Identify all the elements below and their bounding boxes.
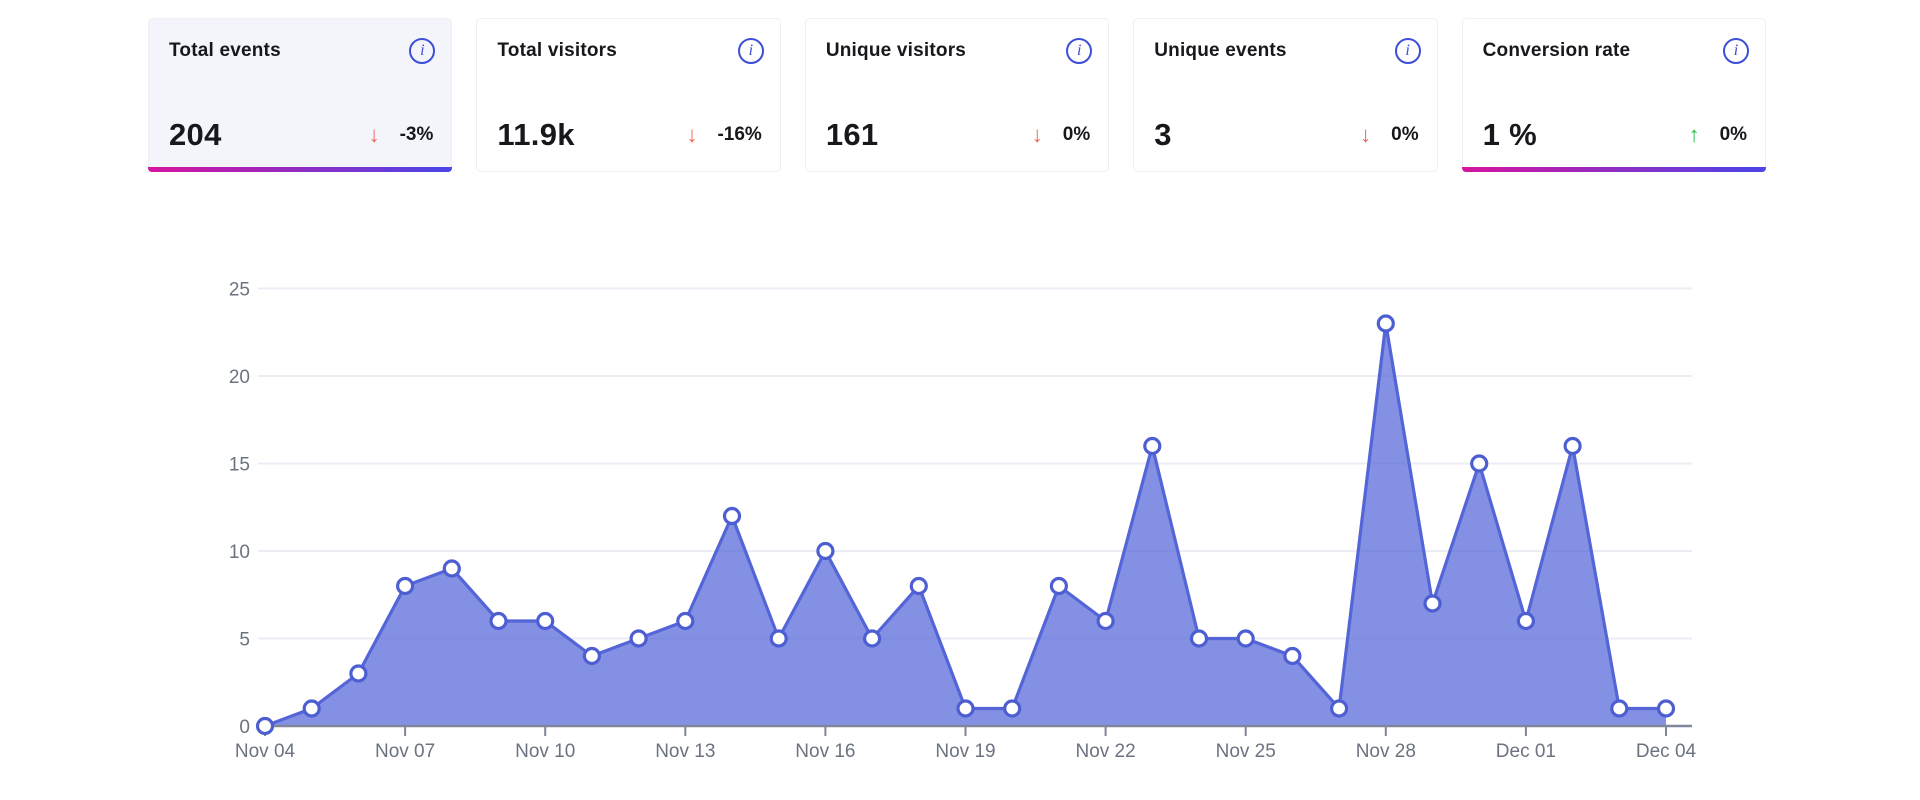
- stat-card-title: Conversion rate: [1482, 40, 1631, 61]
- x-axis-tick-label: Nov 16: [795, 741, 855, 762]
- chart-point[interactable]: [1470, 454, 1489, 473]
- chart-point[interactable]: [1376, 314, 1395, 333]
- chart-point[interactable]: [909, 576, 928, 596]
- info-icon[interactable]: i: [1394, 38, 1421, 64]
- info-icon[interactable]: i: [737, 38, 764, 64]
- stat-card-total-visitors[interactable]: Total visitors i 11.9k ↓ -16%: [476, 18, 781, 172]
- stat-card-title: Total events: [169, 40, 281, 61]
- stat-card-value: 161: [825, 117, 879, 152]
- chart-point[interactable]: [1329, 699, 1349, 718]
- stat-card-unique-visitors[interactable]: Unique visitors i 161 ↓ 0%: [804, 18, 1110, 172]
- chart-point[interactable]: [1283, 646, 1302, 666]
- y-axis-tick-label: 25: [229, 280, 250, 301]
- trend-up-icon: ↑: [1688, 122, 1700, 147]
- stat-card-value: 204: [169, 117, 222, 152]
- chart-point[interactable]: [1003, 699, 1022, 718]
- chart-point[interactable]: [956, 699, 975, 718]
- trend-down-icon: ↓: [1360, 122, 1372, 147]
- y-axis-tick-label: 20: [229, 367, 250, 388]
- chart-point[interactable]: [676, 611, 695, 631]
- stat-card-total-events[interactable]: Total events i 204 ↓ -3%: [148, 18, 453, 172]
- x-axis-tick-label: Nov 22: [1075, 741, 1135, 762]
- stat-card-unique-events[interactable]: Unique events i 3 ↓ 0%: [1133, 18, 1438, 172]
- x-axis-tick-label: Nov 04: [235, 741, 296, 762]
- chart-point[interactable]: [1610, 699, 1629, 718]
- chart-point[interactable]: [1143, 436, 1162, 456]
- chart-point[interactable]: [722, 506, 742, 526]
- chart-point[interactable]: [302, 699, 321, 718]
- stat-card-delta: 0%: [1062, 124, 1091, 145]
- stat-card-value: 1 %: [1482, 117, 1537, 152]
- y-axis-tick-label: 10: [229, 542, 250, 563]
- stat-card-value: 3: [1154, 117, 1172, 152]
- x-axis-tick-label: Dec 04: [1636, 741, 1697, 762]
- chart-point[interactable]: [536, 611, 555, 631]
- trend-down-icon: ↓: [368, 122, 380, 147]
- chart-point[interactable]: [629, 629, 648, 648]
- x-axis-tick-label: Nov 19: [935, 741, 995, 762]
- x-axis-tick-label: Nov 10: [515, 741, 575, 762]
- info-icon[interactable]: i: [1066, 38, 1093, 64]
- x-axis-tick-label: Nov 07: [375, 741, 435, 762]
- stat-card-delta: -3%: [399, 124, 434, 145]
- stat-card-title: Total visitors: [497, 40, 618, 61]
- stats-row: Total events i 204 ↓ -3% Total visitors …: [148, 18, 1767, 172]
- chart-point[interactable]: [769, 629, 788, 648]
- chart-area-fill: [265, 323, 1666, 726]
- x-axis-tick-label: Nov 13: [655, 741, 715, 762]
- info-icon[interactable]: i: [1723, 38, 1750, 64]
- stat-card-value: 11.9k: [497, 117, 575, 152]
- chart-point[interactable]: [1516, 611, 1536, 631]
- chart-point[interactable]: [1189, 629, 1209, 648]
- chart-point[interactable]: [862, 629, 882, 648]
- stat-card-delta: 0%: [1719, 124, 1748, 145]
- stat-card-conversion-rate[interactable]: Conversion rate i 1 % ↑ 0%: [1461, 18, 1767, 172]
- chart-point[interactable]: [1049, 576, 1069, 596]
- chart-point[interactable]: [255, 716, 275, 736]
- chart-point[interactable]: [349, 664, 368, 683]
- chart-point[interactable]: [1096, 611, 1115, 631]
- chart-point[interactable]: [582, 646, 602, 666]
- x-axis-tick-label: Dec 01: [1496, 741, 1556, 762]
- gradient-accent-bar: [148, 167, 453, 172]
- y-axis-tick-label: 15: [229, 455, 250, 476]
- chart-point[interactable]: [1563, 436, 1582, 456]
- x-axis-tick-label: Nov 28: [1356, 741, 1416, 762]
- gradient-accent-bar: [1461, 167, 1767, 172]
- x-axis-tick-label: Nov 25: [1216, 741, 1276, 762]
- info-icon[interactable]: i: [409, 38, 436, 64]
- chart-point[interactable]: [442, 559, 461, 578]
- stat-card-title: Unique visitors: [825, 40, 967, 61]
- chart-point[interactable]: [396, 576, 415, 596]
- stat-card-delta: -16%: [717, 124, 762, 145]
- chart-point[interactable]: [1656, 699, 1676, 718]
- trend-down-icon: ↓: [1031, 122, 1043, 147]
- chart-point[interactable]: [489, 611, 508, 631]
- stat-card-delta: 0%: [1391, 124, 1419, 145]
- y-axis-tick-label: 5: [239, 630, 250, 651]
- chart-point[interactable]: [1236, 629, 1255, 648]
- chart-point[interactable]: [816, 541, 835, 561]
- chart-point[interactable]: [1423, 594, 1442, 613]
- stat-card-title: Unique events: [1154, 40, 1287, 61]
- y-axis-tick-label: 0: [239, 717, 250, 738]
- trend-down-icon: ↓: [686, 122, 698, 147]
